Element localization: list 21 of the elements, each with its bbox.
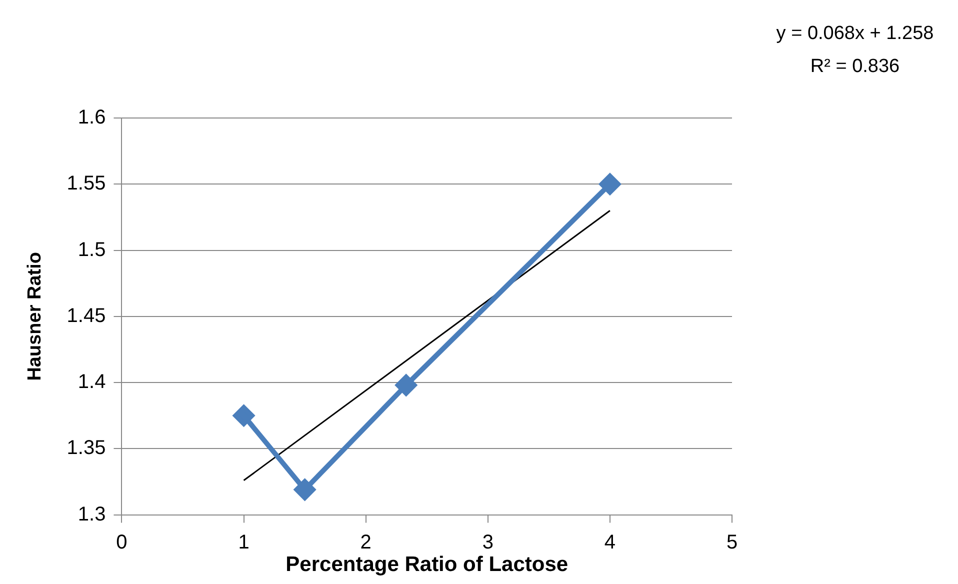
x-tick-label: 5 — [726, 531, 738, 554]
text: y = 0.068x + 1.258 — [776, 23, 934, 44]
x-tick-label: 2 — [360, 531, 372, 554]
point — [599, 174, 620, 195]
point — [233, 405, 254, 426]
text: R² = 0.836 — [810, 56, 900, 78]
y-tick-label: 1.45 — [66, 304, 106, 327]
y-tick-label: 1.3 — [78, 503, 106, 526]
y-tick-label: 1.5 — [78, 238, 106, 261]
y-tick-label: 1.6 — [78, 106, 106, 129]
x-tick-label: 3 — [482, 531, 494, 554]
y-tick-label: 1.35 — [66, 437, 106, 460]
point — [294, 479, 316, 500]
x-tick-label: 0 — [116, 531, 128, 554]
x-tick-label: 4 — [604, 531, 616, 554]
point — [396, 374, 417, 396]
y-axis-title: Hausner Ratio — [24, 252, 46, 381]
y-tick-label: 1.4 — [78, 371, 106, 394]
x-tick-label: 1 — [238, 531, 250, 554]
y-tick-label: 1.55 — [66, 172, 106, 195]
x-axis-title: Percentage Ratio of Lactose — [286, 553, 568, 576]
